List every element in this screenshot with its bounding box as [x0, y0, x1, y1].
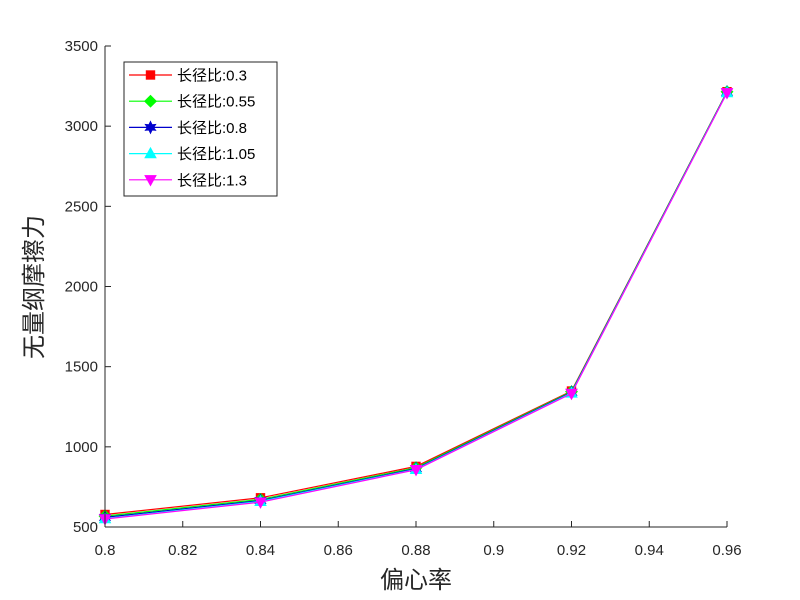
legend-label: 长径比:0.3	[177, 68, 247, 85]
legend-entry: 长径比:0.55	[129, 94, 255, 111]
data-point	[720, 88, 734, 100]
legend-marker	[145, 70, 156, 80]
x-axis-ticks: 0.8 0.82 0.84 0.86 0.88 0.9 0.92 0.94 0.96	[95, 521, 742, 559]
legend-entry: 长径比:0.3	[129, 68, 247, 85]
y-axis-title: 无量纲摩擦力	[20, 215, 48, 359]
legend-label: 长径比:1.05	[177, 146, 255, 163]
legend-entry: 长径比:1.05	[129, 146, 255, 163]
data-point	[254, 497, 267, 509]
y-tick-label: 3500	[65, 38, 98, 55]
x-tick-label: 0.88	[401, 542, 430, 559]
x-tick-label: 0.82	[168, 542, 197, 559]
x-tick-label: 0.94	[635, 542, 664, 559]
legend-entry: 长径比:0.8	[129, 120, 247, 137]
x-tick-label: 0.92	[557, 542, 586, 559]
x-tick-label: 0.96	[712, 542, 741, 559]
x-tick-label: 0.84	[246, 542, 275, 559]
y-tick-label: 2500	[65, 198, 98, 215]
legend-label: 长径比:0.8	[177, 120, 247, 137]
axes: 0.8 0.82 0.84 0.86 0.88 0.9 0.92 0.94 0.96 500 10…	[65, 38, 742, 559]
x-tick-label: 0.86	[324, 542, 353, 559]
legend-marker	[144, 146, 157, 159]
y-axis-ticks: 500 1000 1500 2000 2500 3000 3500	[65, 38, 111, 536]
y-tick-label: 3000	[65, 118, 98, 135]
y-tick-label: 500	[73, 519, 98, 536]
legend-label: 长径比:0.55	[177, 94, 255, 111]
x-axis-title: 偏心率	[380, 566, 452, 594]
legend-marker	[144, 94, 157, 108]
x-tick-label: 0.8	[95, 542, 116, 559]
legend-entry: 长径比:1.3	[129, 172, 247, 189]
y-tick-label: 1500	[65, 359, 98, 376]
legend-marker	[144, 120, 157, 135]
y-tick-label: 2000	[65, 279, 98, 296]
data-point	[565, 388, 578, 401]
legend-marker	[144, 175, 157, 187]
legend-label: 长径比:1.3	[177, 172, 247, 189]
y-tick-label: 1000	[65, 439, 98, 456]
x-tick-label: 0.9	[483, 542, 504, 559]
data-point	[409, 465, 423, 477]
legend: 长径比:0.3 长径比:0.55 长径比:0.8 长径比:1.05 长径比:1.3	[123, 61, 278, 197]
